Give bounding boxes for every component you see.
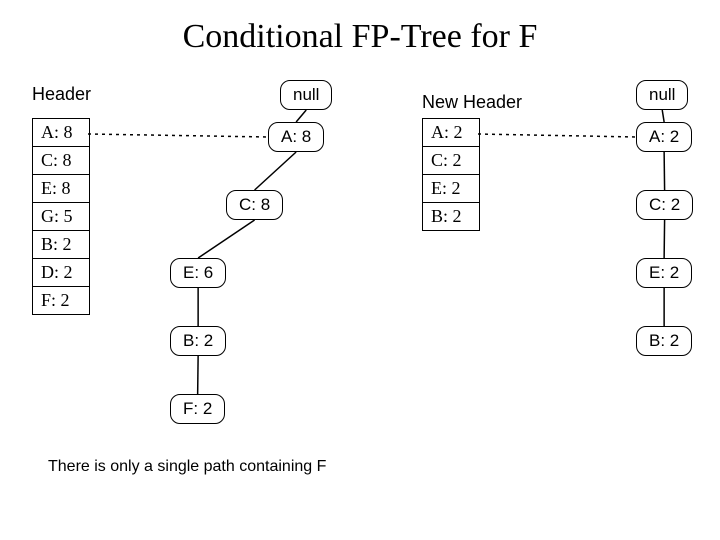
- tree-node: null: [636, 80, 688, 110]
- tree-node: C: 2: [636, 190, 693, 220]
- tree-node: E: 6: [170, 258, 226, 288]
- footer-note: There is only a single path containing F: [48, 458, 326, 476]
- right-header-table: A: 2C: 2E: 2B: 2: [422, 118, 480, 231]
- slide-title: Conditional FP-Tree for F: [0, 18, 720, 56]
- left-header-label: Header: [32, 84, 91, 105]
- table-row: C: 2: [423, 147, 480, 175]
- left-header-table: A: 8C: 8E: 8G: 5B: 2D: 2F: 2: [32, 118, 90, 315]
- tree-node: E: 2: [636, 258, 692, 288]
- tree-node: A: 2: [636, 122, 692, 152]
- table-row: G: 5: [33, 203, 90, 231]
- table-row: B: 2: [33, 231, 90, 259]
- tree-node: B: 2: [636, 326, 692, 356]
- tree-node: null: [280, 80, 332, 110]
- right-header-label: New Header: [422, 92, 522, 113]
- table-row: E: 2: [423, 175, 480, 203]
- table-row: A: 8: [33, 119, 90, 147]
- tree-node: C: 8: [226, 190, 283, 220]
- table-row: D: 2: [33, 259, 90, 287]
- table-row: F: 2: [33, 287, 90, 315]
- table-row: E: 8: [33, 175, 90, 203]
- table-row: A: 2: [423, 119, 480, 147]
- tree-node: A: 8: [268, 122, 324, 152]
- table-row: C: 8: [33, 147, 90, 175]
- tree-node: F: 2: [170, 394, 225, 424]
- tree-node: B: 2: [170, 326, 226, 356]
- table-row: B: 2: [423, 203, 480, 231]
